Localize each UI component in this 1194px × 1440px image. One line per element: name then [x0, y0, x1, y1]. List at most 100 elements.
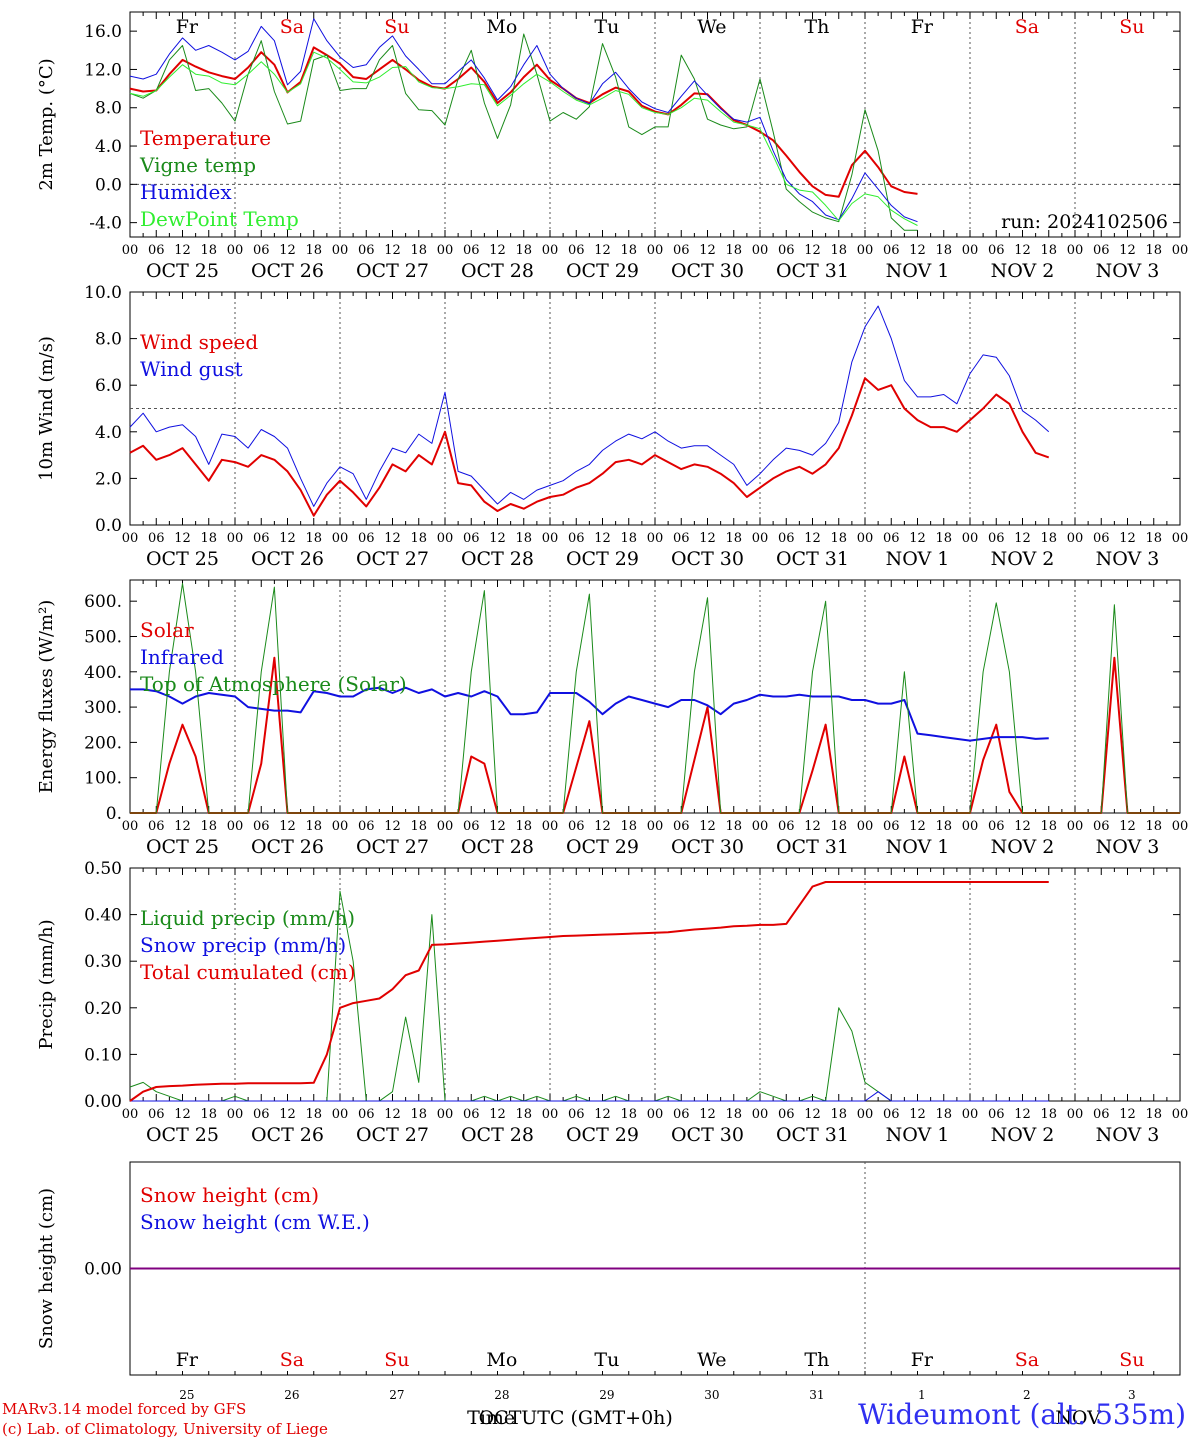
weekday-label: Fr — [176, 1349, 199, 1371]
hour-tick-label: 12 — [699, 819, 716, 834]
date-label: OCT 29 — [566, 1124, 639, 1146]
hour-tick-label: 12 — [279, 1107, 296, 1122]
y-axis-title: Snow height (cm) — [36, 1188, 57, 1349]
hour-tick-label: 06 — [358, 819, 375, 834]
hour-tick-label: 00 — [122, 819, 139, 834]
hour-tick-label: 18 — [1145, 1107, 1162, 1122]
day-number-label: 25 — [179, 1388, 194, 1402]
hour-tick-label: 06 — [253, 1107, 270, 1122]
date-label: OCT 27 — [356, 836, 429, 858]
hour-tick-label: 18 — [830, 819, 847, 834]
hour-tick-label: 00 — [752, 819, 769, 834]
legend-entry: Top of Atmosphere (Solar) — [140, 672, 407, 696]
hour-tick-label: 06 — [253, 243, 270, 258]
series-line — [129, 18, 918, 223]
hour-tick-label: 00 — [962, 531, 979, 546]
run-annotation: run: 2024102506 — [1001, 211, 1168, 233]
date-label: OCT 31 — [776, 260, 849, 282]
hour-tick-label: 12 — [174, 243, 191, 258]
hour-tick-label: 06 — [778, 243, 795, 258]
hour-tick-label: 12 — [174, 819, 191, 834]
hour-tick-label: 12 — [594, 531, 611, 546]
date-label: OCT 27 — [356, 1124, 429, 1146]
hour-tick-label: 18 — [515, 1107, 532, 1122]
date-label: NOV 2 — [991, 260, 1055, 282]
hour-tick-label: 00 — [647, 531, 664, 546]
hour-tick-label: 06 — [883, 819, 900, 834]
hour-tick-label: 12 — [699, 243, 716, 258]
date-label: NOV 2 — [991, 1124, 1055, 1146]
series-line — [130, 686, 1049, 742]
hour-tick-label: 06 — [463, 1107, 480, 1122]
hour-tick-label: 12 — [1119, 1107, 1136, 1122]
hour-tick-label: 00 — [752, 531, 769, 546]
hour-tick-label: 00 — [332, 1107, 349, 1122]
hour-tick-label: 18 — [830, 531, 847, 546]
hour-tick-label: 18 — [1145, 531, 1162, 546]
weekday-label: Su — [1119, 1349, 1144, 1371]
hour-tick-label: 06 — [253, 819, 270, 834]
y-tick-label: 10.0 — [84, 283, 122, 303]
date-label: OCT 26 — [251, 836, 324, 858]
y-tick-label: 8.0 — [95, 330, 122, 350]
date-label: OCT 27 — [356, 260, 429, 282]
hour-tick-label: 06 — [358, 1107, 375, 1122]
date-label: OCT 25 — [146, 1124, 219, 1146]
date-label: NOV 3 — [1096, 836, 1160, 858]
y-tick-label: 600. — [84, 592, 122, 612]
hour-tick-label: 00 — [752, 243, 769, 258]
hour-tick-label: 00 — [962, 819, 979, 834]
hour-tick-label: 00 — [437, 531, 454, 546]
legend-entry: Snow height (cm) — [140, 1183, 319, 1207]
hour-tick-label: 12 — [1119, 243, 1136, 258]
hour-tick-label: 00 — [857, 243, 874, 258]
y-tick-label: 6.0 — [95, 376, 122, 396]
weekday-label: Sa — [1015, 1349, 1039, 1371]
series-line — [129, 33, 918, 231]
date-label: OCT 25 — [146, 836, 219, 858]
hour-tick-label: 06 — [988, 243, 1005, 258]
date-label: OCT 25 — [146, 260, 219, 282]
day-number-label: 31 — [809, 1388, 824, 1402]
hour-tick-label: 00 — [752, 1107, 769, 1122]
hour-tick-label: 06 — [778, 531, 795, 546]
hour-tick-label: 06 — [988, 819, 1005, 834]
weekday-label: Fr — [176, 16, 199, 38]
hour-tick-label: 06 — [673, 531, 690, 546]
date-label: OCT 31 — [776, 836, 849, 858]
hour-tick-label: 00 — [122, 1107, 139, 1122]
date-label: OCT 26 — [251, 548, 324, 570]
hour-tick-label: 12 — [909, 531, 926, 546]
weekday-label: Tu — [594, 16, 619, 38]
day-number-label: 3 — [1128, 1388, 1136, 1402]
hour-tick-label: 18 — [410, 819, 427, 834]
hour-tick-label: 00 — [962, 1107, 979, 1122]
date-label: OCT 31 — [776, 548, 849, 570]
hour-tick-label: 12 — [594, 243, 611, 258]
date-label: NOV 1 — [886, 1124, 950, 1146]
series-line — [129, 377, 1050, 517]
date-label: NOV 3 — [1096, 548, 1160, 570]
day-number-label: 2 — [1023, 1388, 1031, 1402]
legend-entry: Snow height (cm W.E.) — [140, 1210, 370, 1234]
date-label: NOV 1 — [886, 836, 950, 858]
hour-tick-label: 00 — [1067, 531, 1084, 546]
hour-tick-label: 00 — [857, 1107, 874, 1122]
hour-tick-label: 18 — [200, 1107, 217, 1122]
hour-tick-label: 06 — [463, 243, 480, 258]
date-label: OCT 28 — [461, 548, 534, 570]
weekday-label: Su — [384, 16, 409, 38]
day-number-label: 1 — [918, 1388, 926, 1402]
hour-tick-label: 00 — [332, 819, 349, 834]
y-tick-label: 2.0 — [95, 469, 122, 489]
date-label: OCT 30 — [671, 1124, 744, 1146]
weekday-label: Sa — [280, 16, 304, 38]
date-label: OCT 30 — [671, 548, 744, 570]
hour-tick-label: 12 — [804, 1107, 821, 1122]
hour-tick-label: 12 — [1119, 819, 1136, 834]
hour-tick-label: 12 — [489, 531, 506, 546]
date-label: OCT 26 — [251, 260, 324, 282]
hour-tick-label: 06 — [253, 531, 270, 546]
hour-tick-label: 06 — [568, 243, 585, 258]
